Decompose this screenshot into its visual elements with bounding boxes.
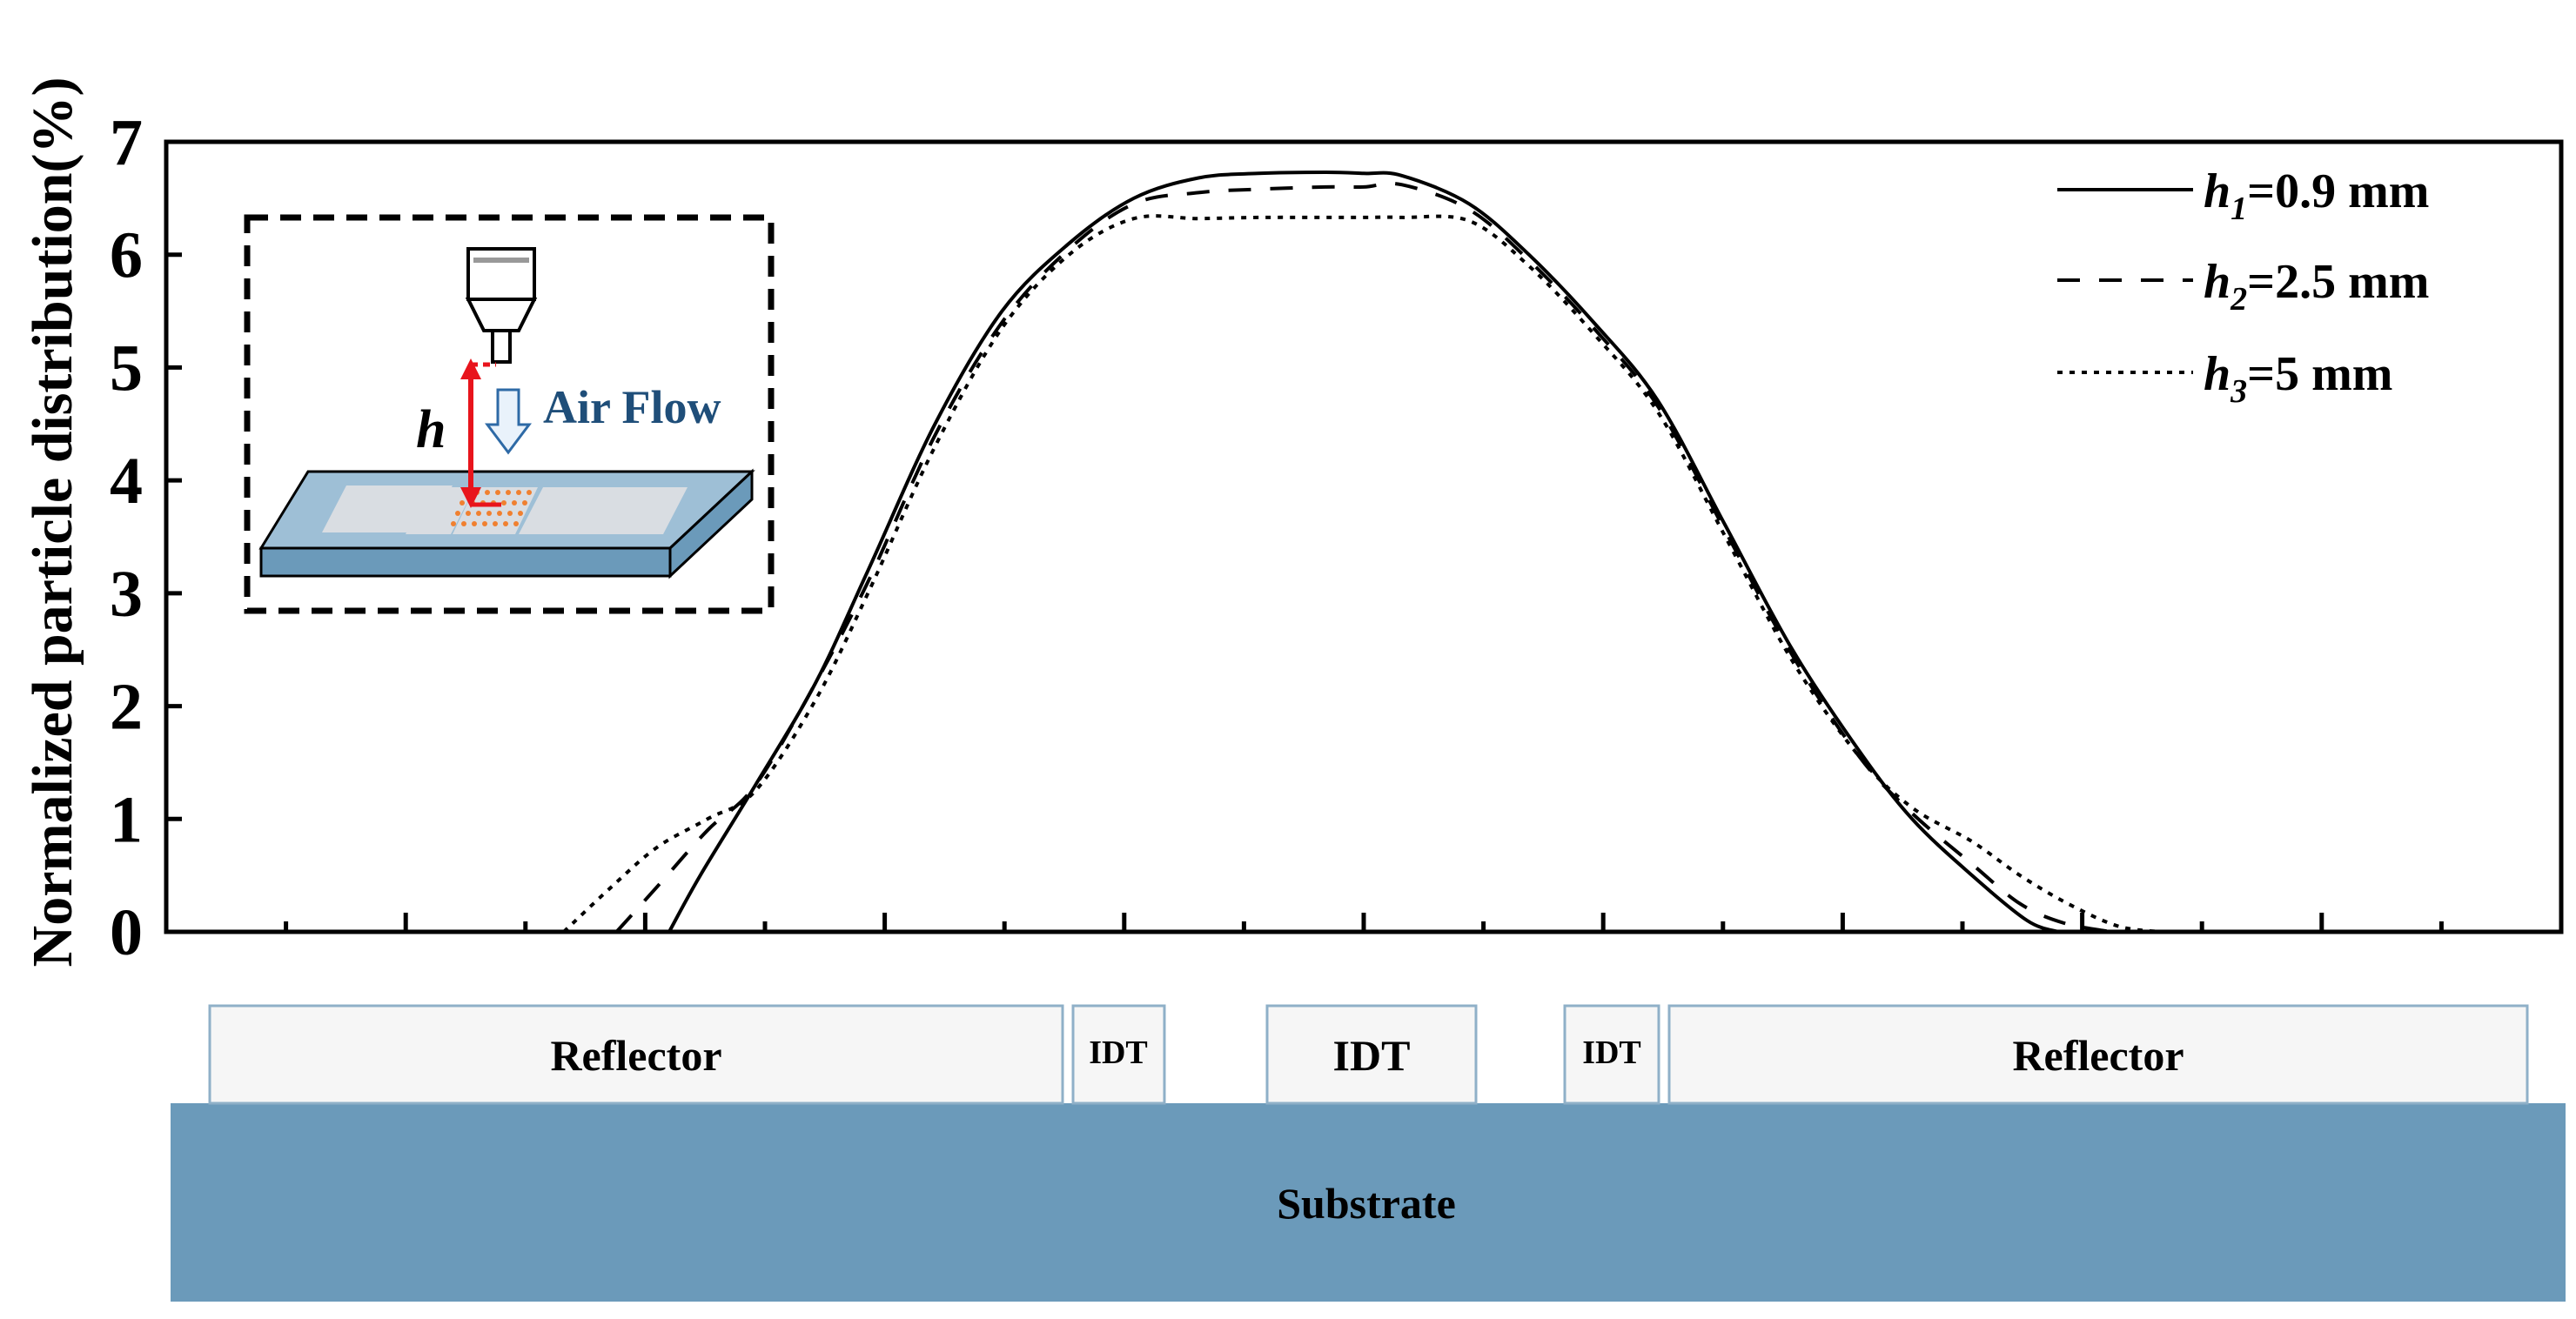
inset-schematic: h Air Flow — [244, 214, 775, 614]
legend-item: h1=0.9 mm — [2057, 164, 2429, 227]
y-tick-label: 5 — [110, 331, 143, 405]
y-tick-label: 7 — [110, 106, 143, 179]
height-arrow-icon — [460, 358, 501, 508]
particle-dot — [476, 511, 481, 516]
series-line-dashed — [614, 181, 2111, 934]
particle-dot — [506, 490, 511, 495]
particle-dot — [516, 490, 521, 495]
y-tick-label: 3 — [110, 558, 143, 631]
particle-dot — [503, 521, 508, 526]
legend-label: h3=5 mm — [2204, 347, 2392, 410]
y-tick-label: 0 — [110, 896, 143, 969]
y-axis-label: Normalized particle distribution(%) — [21, 77, 84, 967]
idt-left-label: IDT — [1089, 1034, 1148, 1071]
particle-dot — [455, 511, 460, 516]
particle-dot — [501, 500, 506, 506]
reflector-right-label: Reflector — [2012, 1031, 2184, 1080]
device-cross-section: Substrate Reflector IDT IDT IDT Reflecto… — [171, 1004, 2566, 1302]
idt-right — [1563, 1004, 1660, 1105]
particle-dot — [527, 490, 532, 495]
legend-label: h1=0.9 mm — [2204, 164, 2429, 227]
particle-dot — [512, 500, 517, 506]
x-axis-ticks — [284, 913, 2444, 932]
y-tick-label: 1 — [110, 783, 143, 856]
y-tick-label: 6 — [110, 219, 143, 292]
particle-dot — [495, 490, 500, 495]
y-tick-label: 4 — [110, 445, 143, 518]
nozzle-icon — [465, 247, 538, 364]
legend-label: h2=2.5 mm — [2204, 255, 2429, 318]
particle-dot — [460, 500, 465, 506]
particle-dot — [466, 511, 471, 516]
idt-center-label: IDT — [1333, 1031, 1411, 1080]
particle-dot — [497, 511, 502, 516]
particle-dot — [461, 521, 466, 526]
particle-dot — [513, 521, 519, 526]
air-flow-label: Air Flow — [543, 381, 721, 433]
particle-dot — [507, 511, 513, 516]
substrate-label: Substrate — [1277, 1179, 1456, 1228]
plate-icon — [258, 468, 755, 579]
reflector-left — [208, 1004, 1064, 1105]
particle-dot — [482, 521, 487, 526]
y-axis-ticks: 0 1 2 3 4 5 6 7 — [110, 106, 182, 969]
reflector-left-label: Reflector — [550, 1031, 721, 1080]
substrate — [171, 1103, 2566, 1302]
series-line-solid — [667, 170, 2059, 934]
legend-item: h2=2.5 mm — [2057, 255, 2429, 318]
particle-dot — [522, 500, 527, 506]
particle-dot — [486, 511, 492, 516]
reflector-right — [1667, 1004, 2529, 1105]
legend: h1=0.9 mm h2=2.5 mm h3=5 mm — [2057, 164, 2429, 410]
series-line-dotted — [562, 214, 2162, 934]
particle-dot — [518, 511, 523, 516]
idt-center — [1265, 1004, 1478, 1105]
particle-dot — [451, 521, 456, 526]
air-flow-arrow-icon — [485, 388, 532, 455]
idt-right-label: IDT — [1582, 1034, 1641, 1071]
legend-item: h3=5 mm — [2057, 347, 2392, 410]
y-tick-label: 2 — [110, 671, 143, 744]
particle-dot — [493, 521, 498, 526]
height-label: h — [416, 400, 446, 459]
particle-dot — [485, 490, 490, 495]
idt-left — [1071, 1004, 1166, 1105]
particle-dot — [472, 521, 477, 526]
plot-curves — [562, 170, 2162, 934]
